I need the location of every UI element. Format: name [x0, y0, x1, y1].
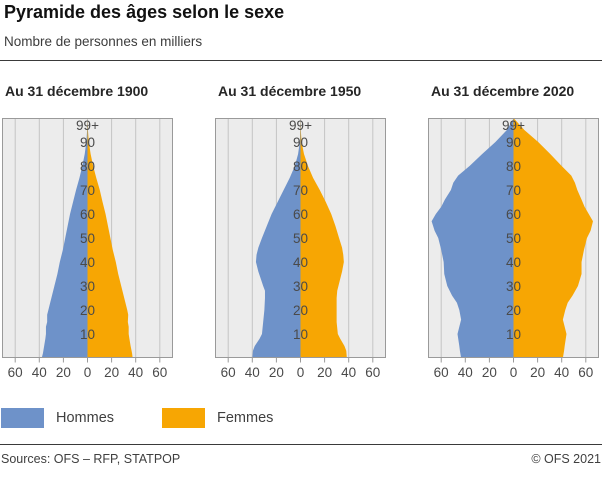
- age-label: 70: [293, 183, 308, 198]
- age-label: 20: [80, 303, 95, 318]
- x-tick-label: 40: [32, 365, 47, 380]
- panel-title-1900: Au 31 décembre 1900: [5, 83, 149, 99]
- x-tick-label: 0: [297, 365, 305, 380]
- plot-border: [215, 118, 386, 358]
- page-subtitle: Nombre de personnes en milliers: [4, 34, 203, 49]
- x-tick-label: 20: [56, 365, 71, 380]
- x-tick-label: 20: [530, 365, 545, 380]
- x-tick-label: 60: [8, 365, 23, 380]
- x-tick-label: 40: [554, 365, 569, 380]
- age-label: 70: [80, 183, 95, 198]
- age-label: 20: [293, 303, 308, 318]
- men-area: [41, 118, 88, 358]
- x-tick-label: 40: [341, 365, 356, 380]
- footer: Sources: OFS – RFP, STATPOP © OFS 2021: [1, 452, 601, 466]
- panel-title-1950: Au 31 décembre 1950: [218, 83, 362, 99]
- x-tick-label: 20: [482, 365, 497, 380]
- x-tick-label: 60: [365, 365, 380, 380]
- age-label: 90: [293, 135, 308, 150]
- age-label: 80: [506, 159, 521, 174]
- age-label: 40: [80, 255, 95, 270]
- age-label: 50: [293, 231, 308, 246]
- pyramid-chart-2020: 60 40 20 0 20 40 60 99+ 90 80 70 60 50 40 30 20 10: [428, 118, 599, 380]
- women-area: [87, 118, 133, 358]
- pyramid-chart-1900: 60 40 20 0 20 40 60 99+ 90 80 70 60 50 40 30 20 10: [2, 118, 173, 380]
- men-area: [431, 118, 514, 358]
- age-label: 10: [506, 327, 521, 342]
- age-label: 60: [506, 207, 521, 222]
- header-divider: [0, 60, 602, 61]
- panel-1950: Au 31 décembre 1950 60 40 20 0 20 40 60 99+ 90 80…: [215, 84, 386, 384]
- age-label: 30: [80, 279, 95, 294]
- pyramid-chart-1950: 60 40 20 0 20 40 60 99+ 90 80 70 60 50 40 30 20 10: [215, 118, 386, 380]
- x-tick-label: 0: [84, 365, 92, 380]
- footer-divider: [0, 444, 602, 445]
- x-tick-label: 40: [128, 365, 143, 380]
- x-tick-label: 0: [510, 365, 518, 380]
- panel-2020: Au 31 décembre 2020 60 40 20 0 20 40 60 99+ 90 80…: [428, 84, 599, 384]
- age-label: 20: [506, 303, 521, 318]
- age-label: 10: [293, 327, 308, 342]
- age-label: 80: [80, 159, 95, 174]
- age-label: 40: [293, 255, 308, 270]
- age-label: 50: [506, 231, 521, 246]
- sources-text: Sources: OFS – RFP, STATPOP: [1, 452, 181, 466]
- age-label: 80: [293, 159, 308, 174]
- x-tick-label: 20: [104, 365, 119, 380]
- legend-item-hommes: Hommes: [1, 408, 114, 428]
- women-area: [300, 118, 347, 358]
- age-label: 50: [80, 231, 95, 246]
- x-tick-label: 60: [578, 365, 593, 380]
- panel-title-2020: Au 31 décembre 2020: [431, 83, 575, 99]
- women-area: [513, 118, 593, 358]
- page-title: Pyramide des âges selon le sexe: [4, 2, 285, 22]
- age-label: 40: [506, 255, 521, 270]
- x-tick-label: 60: [221, 365, 236, 380]
- age-label: 30: [506, 279, 521, 294]
- femmes-color-swatch: [162, 408, 205, 428]
- hommes-color-swatch: [1, 408, 44, 428]
- plot-border: [2, 118, 173, 358]
- x-tick-label: 60: [434, 365, 449, 380]
- x-tick-label: 60: [152, 365, 167, 380]
- men-area: [252, 118, 301, 358]
- age-label: 99+: [502, 118, 525, 133]
- x-tick-label: 40: [245, 365, 260, 380]
- plot-border: [428, 118, 599, 358]
- age-label: 90: [80, 135, 95, 150]
- age-label: 30: [293, 279, 308, 294]
- age-label: 99+: [289, 118, 312, 133]
- age-label: 60: [293, 207, 308, 222]
- age-label: 90: [506, 135, 521, 150]
- legend-item-femmes: Femmes: [162, 408, 273, 428]
- copyright-text: © OFS 2021: [531, 452, 601, 466]
- panel-1900: Au 31 décembre 1900 60 40 20 0 20 40 60 99+ 90 80…: [2, 84, 173, 384]
- age-label: 99+: [76, 118, 99, 133]
- legend-label-hommes: Hommes: [56, 410, 115, 426]
- age-label: 10: [80, 327, 95, 342]
- age-label: 60: [80, 207, 95, 222]
- age-label: 70: [506, 183, 521, 198]
- x-tick-label: 20: [269, 365, 284, 380]
- legend-label-femmes: Femmes: [217, 410, 274, 426]
- x-tick-label: 40: [458, 365, 473, 380]
- x-tick-label: 20: [317, 365, 332, 380]
